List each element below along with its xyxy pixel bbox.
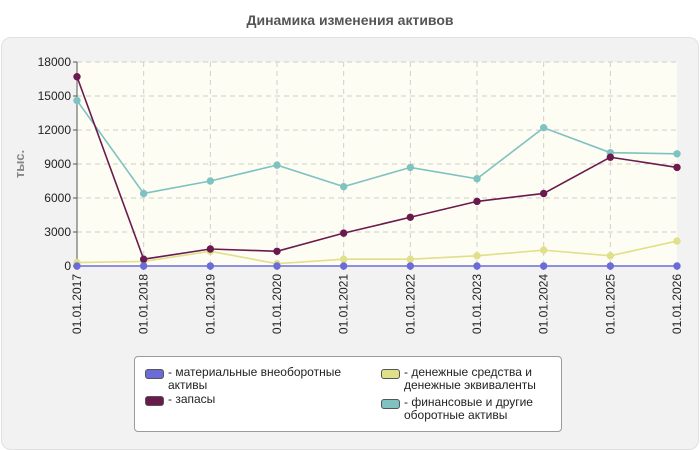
legend-swatch-inventory xyxy=(145,396,164,406)
data-point-0 xyxy=(406,262,415,270)
data-point-3 xyxy=(339,182,348,191)
data-point-3 xyxy=(473,175,481,183)
legend-swatch-cash xyxy=(381,369,400,379)
legend-item-inventory: - запасы xyxy=(145,393,365,406)
legend-item-financial-assets: - финансовые и другие оборотные активы xyxy=(381,396,559,422)
x-tick-label: 01.01.2019 xyxy=(203,274,217,334)
y-tick-label: 15000 xyxy=(38,89,72,103)
legend-label-inventory: - запасы xyxy=(168,392,216,406)
legend-swatch-tangible-assets xyxy=(145,369,164,379)
y-tick-label: 0 xyxy=(64,259,71,273)
y-tick-label: 9000 xyxy=(44,157,71,171)
chart-title: Динамика изменения активов xyxy=(246,12,454,28)
data-point-1 xyxy=(473,197,481,206)
chart-legend: - материальные внеоборотные активы - зап… xyxy=(134,356,562,432)
data-point-1 xyxy=(606,153,615,161)
x-tick-label: 01.01.2024 xyxy=(537,274,551,334)
y-axis-label: тыс. xyxy=(12,150,27,178)
data-point-3 xyxy=(673,150,681,158)
data-point-0 xyxy=(273,262,281,270)
x-tick-label: 01.01.2020 xyxy=(270,274,284,334)
data-point-0 xyxy=(139,262,148,270)
y-tick-label: 6000 xyxy=(44,191,71,205)
series-line-1 xyxy=(76,76,678,261)
data-point-1 xyxy=(273,247,281,255)
y-tick-label: 18000 xyxy=(38,55,72,69)
data-point-1 xyxy=(139,255,148,263)
series-line-3 xyxy=(76,100,678,195)
x-tick-label: 01.01.2023 xyxy=(470,274,484,334)
legend-label-tangible-assets: - материальные внеоборотные активы xyxy=(168,365,341,392)
data-point-2 xyxy=(339,255,348,263)
data-point-1 xyxy=(539,189,548,198)
data-point-3 xyxy=(406,163,415,172)
data-point-3 xyxy=(539,124,548,132)
data-point-1 xyxy=(339,229,348,237)
y-tick-label: 12000 xyxy=(38,123,72,137)
y-tick-label: 3000 xyxy=(44,225,71,239)
data-point-2 xyxy=(473,252,481,260)
legend-item-cash: - денежные средства и денежные эквивален… xyxy=(381,366,559,392)
data-point-3 xyxy=(206,177,215,185)
data-point-0 xyxy=(606,262,615,270)
data-point-0 xyxy=(473,262,481,270)
data-point-2 xyxy=(406,255,415,263)
data-point-0 xyxy=(539,262,548,270)
data-point-3 xyxy=(139,189,148,198)
data-point-2 xyxy=(539,246,548,254)
data-point-1 xyxy=(206,245,215,253)
data-point-1 xyxy=(673,163,681,172)
x-tick-label: 01.01.2017 xyxy=(70,274,84,334)
x-tick-label: 01.01.2018 xyxy=(137,274,151,334)
legend-item-tangible-assets: - материальные внеоборотные активы xyxy=(145,366,365,392)
data-point-0 xyxy=(339,262,348,270)
data-point-1 xyxy=(73,73,81,81)
x-tick-label: 01.01.2021 xyxy=(337,274,351,334)
x-tick-label: 01.01.2025 xyxy=(603,274,617,334)
x-tick-label: 01.01.2022 xyxy=(403,274,417,334)
data-point-3 xyxy=(273,161,281,169)
data-point-3 xyxy=(73,96,81,105)
data-point-0 xyxy=(73,262,81,270)
legend-label-cash: - денежные средства и денежные эквивален… xyxy=(404,365,536,392)
x-tick-label: 01.01.2026 xyxy=(670,274,684,334)
legend-label-financial-assets: - финансовые и другие оборотные активы xyxy=(404,395,533,422)
data-point-2 xyxy=(606,252,615,260)
data-point-1 xyxy=(406,213,415,221)
legend-swatch-financial-assets xyxy=(381,399,400,409)
series-line-2 xyxy=(76,240,678,265)
data-point-2 xyxy=(673,237,681,245)
data-point-0 xyxy=(206,262,215,270)
data-point-0 xyxy=(673,262,681,270)
